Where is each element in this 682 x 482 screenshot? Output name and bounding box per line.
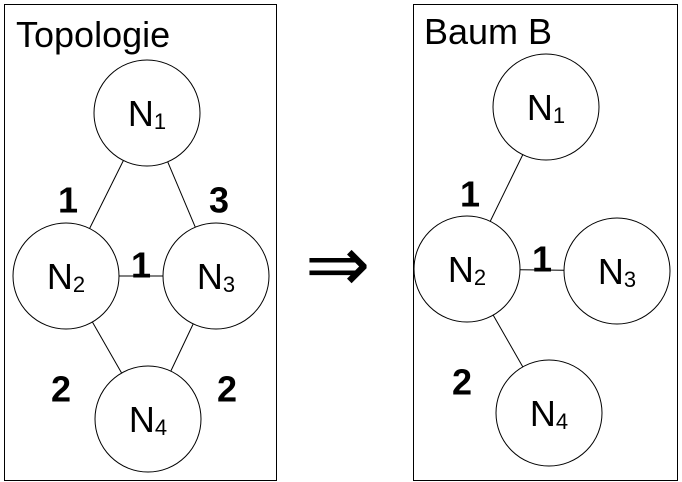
topology-node-n3-label: N3 xyxy=(197,256,235,297)
tree-node-n2: N2 xyxy=(413,215,521,323)
tree-node-n1-circle xyxy=(492,53,600,161)
tree-node-n3: N3 xyxy=(563,217,671,325)
topology-node-n2-circle xyxy=(12,222,120,330)
tree-node-n2-label: N2 xyxy=(448,249,486,290)
topology-edge-n2-n4 xyxy=(91,321,123,374)
tree-node-n4: N4 xyxy=(495,359,603,467)
tree-node-n2-subscript: 2 xyxy=(474,265,486,290)
tree-node-n1-label: N1 xyxy=(527,87,565,128)
topology-node-n2-letter: N xyxy=(47,256,73,297)
topology-node-n3-letter: N xyxy=(197,256,223,297)
topology-node-n3: N3 xyxy=(162,222,270,330)
tree-node-n4-subscript: 4 xyxy=(556,409,568,434)
tree-edge-n1-n2 xyxy=(489,154,524,222)
tree-node-n1-subscript: 1 xyxy=(553,103,565,128)
topology-edge-weight-n3-n4: 2 xyxy=(217,369,237,410)
topology-node-n3-circle xyxy=(162,222,270,330)
topology-node-n1-subscript: 1 xyxy=(154,109,166,134)
topology-edge-weight-n2-n3: 1 xyxy=(131,245,151,286)
tree-node-n4-circle xyxy=(495,359,603,467)
topology-edge-weight-n1-n2: 1 xyxy=(58,180,78,221)
tree-node-n1: N1 xyxy=(492,53,600,161)
tree-node-n3-subscript: 3 xyxy=(624,267,636,292)
topology-node-n4-circle xyxy=(94,365,202,473)
tree-node-n4-label: N4 xyxy=(530,393,568,434)
topology-edge-n3-n4 xyxy=(170,323,194,372)
tree-node-n2-letter: N xyxy=(448,249,474,290)
topology-edge-n1-n2 xyxy=(89,160,124,229)
topology-edge-weight-n1-n3: 3 xyxy=(209,180,229,221)
tree-panel-title: Baum B xyxy=(424,11,552,52)
topology-node-n4: N4 xyxy=(94,365,202,473)
topology-node-n1-label: N1 xyxy=(128,93,166,134)
weights-layer: 1 3 1 2 2 1 1 2 xyxy=(51,174,552,410)
tree-node-n2-circle xyxy=(413,215,521,323)
topology-node-n4-label: N4 xyxy=(129,399,167,440)
tree-edge-weight-n1-n2: 1 xyxy=(460,174,480,215)
transform-arrow-icon: ⇒ xyxy=(305,220,370,310)
topology-node-n4-subscript: 4 xyxy=(155,415,167,440)
topology-node-n4-letter: N xyxy=(129,399,155,440)
topology-node-n1-circle xyxy=(93,59,201,167)
tree-node-n3-letter: N xyxy=(598,251,624,292)
topology-edge-weight-n2-n4: 2 xyxy=(51,369,71,410)
tree-node-n1-letter: N xyxy=(527,87,553,128)
topology-node-n1-letter: N xyxy=(128,93,154,134)
topology-node-n2-subscript: 2 xyxy=(73,272,85,297)
topology-edge-n1-n3 xyxy=(167,161,196,228)
topology-panel-title: Topologie xyxy=(16,14,170,55)
tree-edge-n2-n4 xyxy=(492,314,524,368)
tree-edge-weight-n2-n4: 2 xyxy=(452,362,472,403)
tree-edge-weight-n2-n3: 1 xyxy=(532,239,552,280)
tree-node-n3-circle xyxy=(563,217,671,325)
topology-node-n2: N2 xyxy=(12,222,120,330)
edges-layer xyxy=(89,154,565,374)
tree-node-n4-letter: N xyxy=(530,393,556,434)
tree-edge-n2-n3 xyxy=(519,269,565,271)
tree-node-n3-label: N3 xyxy=(598,251,636,292)
topology-node-n3-subscript: 3 xyxy=(223,272,235,297)
topology-node-n1: N1 xyxy=(93,59,201,167)
topology-node-n2-label: N2 xyxy=(47,256,85,297)
